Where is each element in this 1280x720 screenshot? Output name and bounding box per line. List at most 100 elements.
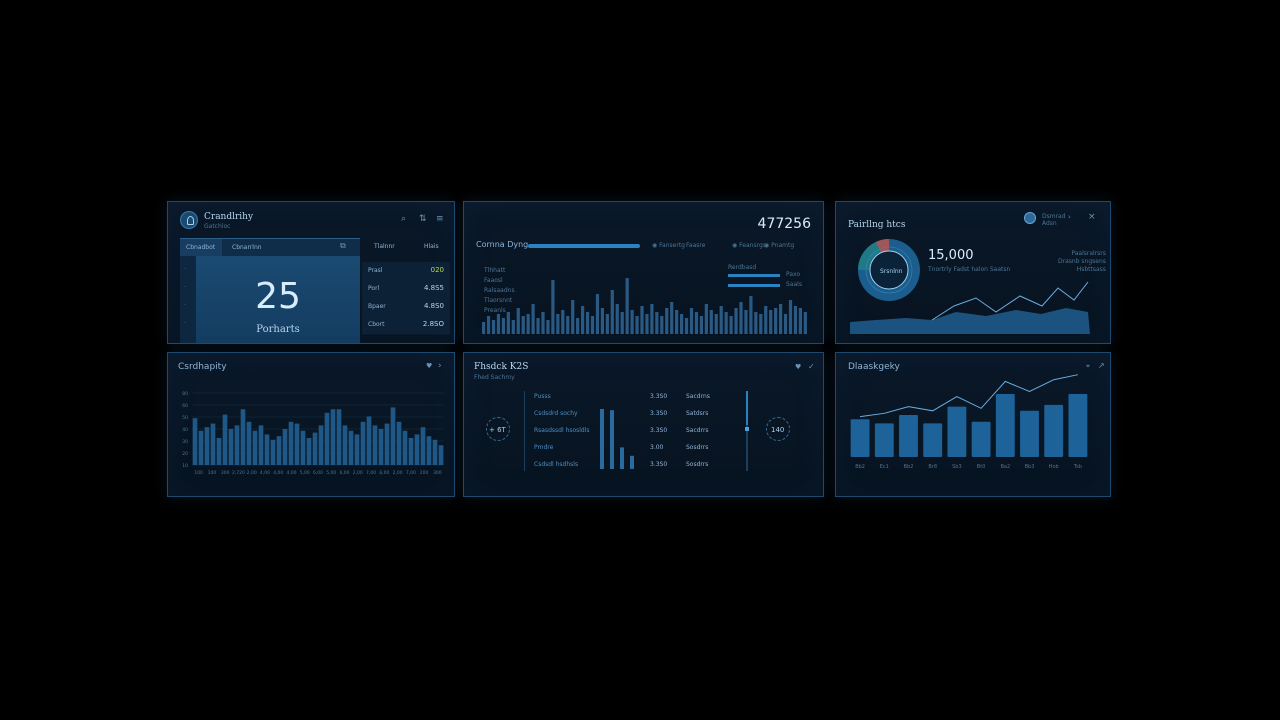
capacity-bar [354,434,360,465]
user-role: Adsn [1042,220,1057,227]
left-dial[interactable] [486,417,510,441]
capacity-bar [216,438,222,465]
donut-inner [869,250,909,290]
user-avatar-icon[interactable] [1024,212,1036,224]
pin-icon[interactable]: ⌖ [1086,362,1090,370]
capacity-bar [342,425,348,465]
capacity-bar [378,429,384,465]
traffic-bar [660,316,664,334]
x-tick-label: 4,00 [273,470,283,476]
traffic-bar [704,304,708,334]
search-icon[interactable]: ⌕ [401,214,407,224]
capacity-bar [366,416,372,465]
row-name: Pmdre [534,444,554,451]
kpi-bar [610,410,614,469]
close-icon[interactable]: × [1088,212,1096,222]
traffic-bar [675,310,679,334]
list-item[interactable]: Prasl 020 [362,262,450,281]
tab-bar: Cbnadbot Cbnarrlnn ⧉ [180,238,360,257]
traffic-bar [734,308,738,334]
traffic-bar [620,312,624,334]
list-item[interactable]: Porl 4.8S5 [362,280,450,299]
traffic-bar [779,304,783,334]
slider-thumb[interactable] [745,427,749,431]
capacity-bar [438,445,444,465]
traffic-bar [482,322,486,334]
chevron-right-icon[interactable]: › [438,361,442,371]
traffic-bar [788,300,793,334]
y-tick-label: 10 [182,463,188,469]
list-item[interactable]: Cbort 2.8SO [362,316,450,335]
heart-icon[interactable]: ♥ [795,363,802,371]
row-tag: Sosdrrs [686,461,709,468]
tab-secondary[interactable]: Cbnarrlnn [232,244,262,251]
chevron-down-icon[interactable]: › [1068,213,1071,221]
capacity-bar [234,425,240,465]
capacity-bar [306,438,312,465]
capacity-bar [426,436,432,465]
table-row[interactable]: Rsasdssdl hsosldls 3.3S0 Sacdrrs [530,427,730,439]
traffic-bar [496,314,501,334]
capacity-bar [384,423,390,465]
row-name: Rsasdssdl hsosldls [534,427,590,434]
panel-title: Pairllng htcs [848,220,906,230]
traffic-bar [491,320,496,334]
menu-icon[interactable]: ≡ [436,214,444,224]
table-row[interactable]: Pusss 3.3S0 Sacdrns [530,393,730,405]
panel-title: Fhsdck K2S [474,362,529,372]
list-item-value: 4.8S0 [423,302,444,310]
traffic-bar [684,318,689,334]
x-tick-label: Tsb [1073,464,1082,470]
panel-title: Cornna Dyng [476,240,529,249]
table-row[interactable]: Csdsdl hsdhsls 3.3S0 Sosdrrs [530,461,730,473]
traffic-bar [615,304,619,334]
capacity-bar [270,439,276,465]
capacity-bar [348,430,354,465]
table-row[interactable]: Pmdre 3.00 Sosdrrs [530,444,730,456]
traffic-bar [655,312,659,334]
capacity-panel: Csrdhapity ♥ › 80 60 50 40 30 20 10 100 100 300 2,… [167,352,455,497]
area-series [850,308,1090,334]
distribution-bar [995,394,1015,457]
panel-title: Crandlrihy [204,212,254,222]
traffic-bar [536,318,540,334]
kpi-caption: Tnortrly Fadst halon Saatsn [928,266,1011,273]
vertical-slider[interactable] [746,391,748,471]
capacity-bar [210,423,216,465]
traffic-bar [516,308,520,334]
list-item[interactable]: Bpaer 4.8S0 [362,298,450,317]
tab-primary[interactable]: Cbnadbot [180,239,222,257]
user-avatar-icon[interactable] [180,211,198,229]
mini-bar-label: Saals [786,281,802,288]
x-tick-label: 100 [208,470,217,476]
check-icon[interactable]: ✓ [808,362,815,371]
axis-label: Preanls [484,307,506,314]
traffic-bar [709,310,713,334]
panel-subtitle: Fhed Sachmy [474,374,515,381]
trend-line [860,374,1079,418]
x-tick-label: Hob [1049,464,1059,470]
filter-icon[interactable]: ⇅ [419,214,427,224]
arrow-up-right-icon[interactable]: ↗ [1098,361,1105,370]
distribution-panel: Dlaaskgeky ⌖ ↗ Bb2 Ec1 Bb2 Br8 Sb3 Bt0 Ba2 Bb3 H… [835,352,1111,497]
heart-icon[interactable]: ♥ [426,362,433,370]
table-row[interactable]: Csdsdrd sochy 3.3S0 Satdsrs [530,410,730,422]
capacity-bar [402,430,408,465]
axis-label: Faaosl [484,277,503,284]
row-value: 3.3S0 [650,427,668,434]
traffic-bar [694,312,699,334]
slider-fill [746,391,748,425]
capacity-bar [228,429,234,465]
traffic-bar [576,318,580,334]
traffic-bar-chart [482,278,807,334]
right-dial[interactable] [766,417,790,441]
x-tick-label: 100 [194,470,203,476]
expand-icon[interactable]: ⧉ [340,241,346,250]
user-name: Dsmrad [1042,213,1066,220]
traffic-panel: 477256 Cornna Dyng ◉ Fansertg Faasre ◉ F… [463,201,824,344]
x-tick-label: 6,00 [313,470,323,476]
traffic-bar [541,312,545,334]
traffic-bar [600,308,604,334]
x-tick-label: 2,720 [232,470,245,476]
